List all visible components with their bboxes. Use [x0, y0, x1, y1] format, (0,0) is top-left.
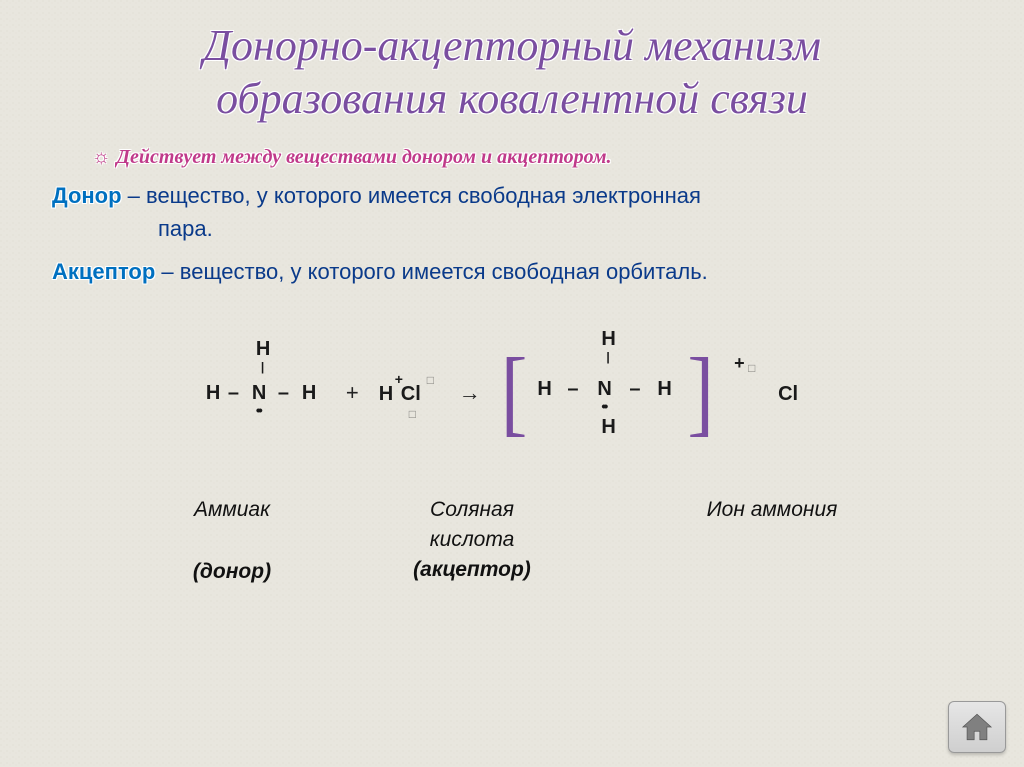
home-icon — [960, 712, 994, 742]
acceptor-term: Акцептор — [52, 259, 155, 284]
charge-box: □ — [427, 373, 434, 387]
ammonium-label: Ион аммония — [572, 498, 972, 522]
arrow-operator: → — [459, 380, 481, 406]
acceptor-def-text: – вещество, у которого имеется свободная… — [155, 259, 707, 284]
donor-term: Донор — [52, 183, 122, 208]
donor-role: (донор) — [92, 560, 372, 584]
lone-pair: •• — [601, 398, 605, 414]
title-line-1: Донорно-акцепторный механизм — [203, 21, 821, 70]
molecule-ammonia: H | H – N – H •• — [206, 338, 326, 448]
donor-definition: Донор – вещество, у которого имеется сво… — [52, 179, 972, 245]
ammonium-charge: + □ — [734, 353, 758, 433]
sun-icon: ☼ — [92, 146, 110, 168]
h-atom: H — [302, 382, 316, 405]
donor-def-part1: – вещество, у которого имеется свободная… — [122, 183, 701, 208]
subtitle-line: ☼ Действует между веществами донором и ак… — [52, 146, 972, 169]
lone-pair: •• — [256, 402, 260, 418]
bracket-right: ] — [687, 345, 714, 441]
reaction-scheme: H | H – N – H •• + H + Cl □ □ → [ H | H … — [52, 318, 972, 468]
slide-title: Донорно-акцепторный механизм образования… — [0, 0, 1024, 126]
bracket-left: [ — [501, 345, 528, 441]
bond-h: – — [567, 378, 577, 401]
ammonia-label: Аммиак — [92, 498, 372, 522]
acceptor-role: (акцептор) — [372, 558, 572, 582]
cl-atom: Cl — [401, 383, 421, 406]
reaction-labels: Аммиак (донор) Соляная кислота (акцептор… — [52, 498, 972, 584]
orbital-box: □ — [409, 407, 416, 421]
h-atom: H — [601, 328, 615, 351]
bond-h: – — [629, 378, 639, 401]
hcl-label-2: кислота — [372, 528, 572, 552]
bond-h: – — [278, 382, 288, 405]
charge-plus: + — [734, 353, 745, 374]
subtitle-text: Действует между веществами донором и акц… — [116, 146, 611, 168]
h-atom: H — [537, 378, 551, 401]
h-atom: H — [256, 338, 270, 361]
acceptor-definition: Акцептор – вещество, у которого имеется … — [52, 255, 972, 288]
molecule-hcl: H + Cl □ □ — [379, 363, 439, 423]
chloride-ion: Cl — [778, 363, 818, 423]
home-button[interactable] — [948, 701, 1006, 753]
title-line-2: образования ковалентной связи — [216, 74, 808, 123]
h-atom: H — [657, 378, 671, 401]
plus-operator: + — [346, 380, 359, 406]
h-atom: H — [206, 382, 220, 405]
cl-atom: Cl — [778, 383, 798, 406]
bond-v: | — [261, 360, 264, 374]
h-atom: H — [379, 383, 393, 406]
molecule-ammonium: [ H | H – N – H •• H ] — [501, 328, 714, 458]
bond-v: | — [606, 350, 609, 364]
hcl-label-1: Соляная — [372, 498, 572, 522]
donor-def-part2: пара. — [52, 216, 213, 241]
h-atom: H — [601, 416, 615, 439]
bond-h: – — [228, 382, 238, 405]
charge-box: □ — [748, 361, 755, 375]
